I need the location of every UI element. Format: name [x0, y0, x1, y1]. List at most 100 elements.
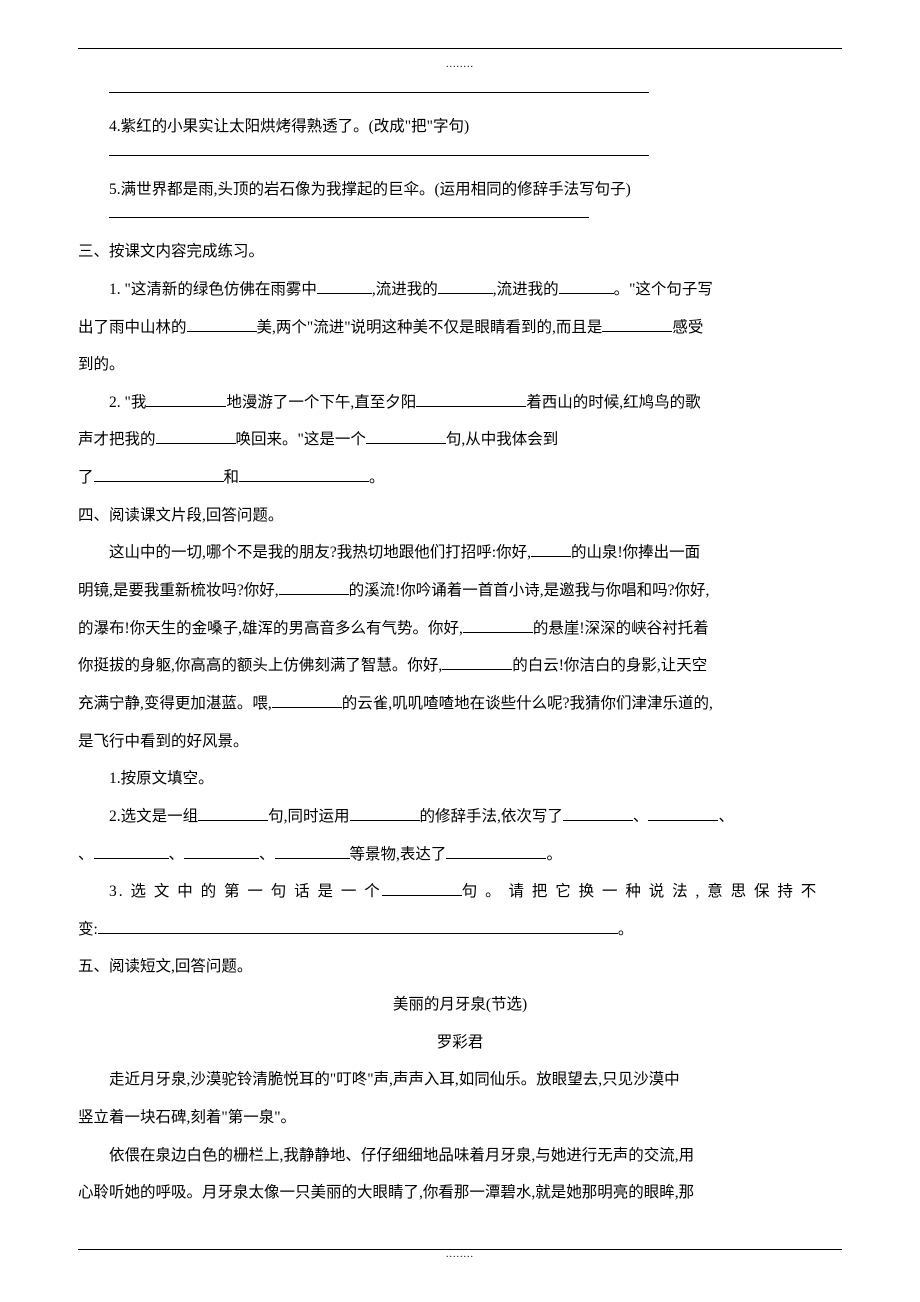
blank: [272, 691, 342, 708]
text: 和: [224, 469, 240, 486]
text: 你挺拔的身躯,你高高的额头上仿佛刻满了智慧。你好,: [78, 657, 442, 674]
section-3-heading: 三、按课文内容完成练习。: [78, 234, 842, 270]
text: 了: [78, 469, 94, 486]
blank: [279, 578, 349, 595]
blank: [648, 804, 718, 821]
question-5: 5.满世界都是雨,头顶的岩石像为我撑起的巨伞。(运用相同的修辞手法写句子): [78, 172, 842, 208]
text: 等景物,表达了: [350, 846, 447, 863]
text: 感受: [672, 319, 703, 336]
blank: [184, 841, 259, 858]
s5-p2: 依偎在泉边白色的栅栏上,我静静地、仔仔细细地品味着月牙泉,与她进行无声的交流,用: [78, 1138, 842, 1174]
text: 这山中的一切,哪个不是我的朋友?我热切地跟他们打招呼:你好,: [109, 544, 531, 561]
answer-line: [109, 217, 589, 218]
blank: [239, 465, 369, 482]
text: 的修辞手法,依次写了: [420, 808, 563, 825]
s4-p6: 是飞行中看到的好风景。: [78, 724, 842, 760]
text: 。"这个句子写: [614, 281, 713, 298]
s3-line3: 到的。: [78, 347, 842, 383]
s3-2-line3: 了 和 。: [78, 460, 842, 496]
text: 美,两个"流进"说明这种美不仅是眼睛看到的,而且是: [257, 319, 603, 336]
text: 的山泉!你捧出一面: [571, 544, 700, 561]
text: 的白云!你洁白的身影,让天空: [512, 657, 707, 674]
text: 的云雀,叽叽喳喳地在谈些什么呢?我猜你们津津乐道的,: [342, 695, 713, 712]
text: 2.选文是一组: [109, 808, 198, 825]
blank: [98, 917, 618, 934]
text: 地漫游了一个下午,直至夕阳: [226, 394, 416, 411]
text: ,流进我的: [372, 281, 438, 298]
answer-line: [109, 155, 649, 156]
blank: [198, 804, 268, 821]
section-4-heading: 四、阅读课文片段,回答问题。: [78, 498, 842, 534]
text: 、: [633, 808, 649, 825]
s5-p2b: 心聆听她的呼吸。月牙泉太像一只美丽的大眼睛了,你看那一潭碧水,就是她那明亮的眼眸…: [78, 1175, 842, 1211]
s4-p3: 的瀑布!你天生的金嗓子,雄浑的男高音多么有气势。你好, 的悬崖!深深的峡谷衬托着: [78, 611, 842, 647]
blank: [94, 465, 224, 482]
text: 出了雨中山林的: [78, 319, 187, 336]
blank: [350, 804, 420, 821]
text: 、: [169, 846, 185, 863]
blank: [446, 841, 546, 858]
answer-line: [109, 92, 649, 93]
text: 句,从中我体会到: [446, 431, 558, 448]
top-rule: [78, 48, 842, 49]
s4-p1: 这山中的一切,哪个不是我的朋友?我热切地跟他们打招呼:你好, 的山泉!你捧出一面: [78, 535, 842, 571]
question-4: 4.紫红的小果实让太阳烘烤得熟透了。(改成"把"字句): [78, 109, 842, 145]
s4-q3-line1: 3. 选 文 中 的 第 一 句 话 是 一 个 句 。 请 把 它 换 一 种 …: [78, 874, 842, 910]
blank: [563, 804, 633, 821]
s5-p1b: 竖立着一块石碑,刻着"第一泉"。: [78, 1100, 842, 1136]
text: 、: [259, 846, 275, 863]
text: ,流进我的: [493, 281, 559, 298]
blank: [438, 277, 493, 294]
s4-q3-line2: 变: 。: [78, 912, 842, 948]
blank: [156, 427, 236, 444]
text: 3. 选 文 中 的 第 一 句 话 是 一 个: [109, 883, 382, 900]
s4-q1: 1.按原文填空。: [78, 761, 842, 797]
s4-q2-line1: 2.选文是一组 句,同时运用 的修辞手法,依次写了 、 、: [78, 799, 842, 835]
text: 声才把我的: [78, 431, 156, 448]
blank: [559, 277, 614, 294]
blank: [531, 540, 571, 557]
article-author: 罗彩君: [78, 1025, 842, 1061]
text: 句 。 请 把 它 换 一 种 说 法 , 意 思 保 持 不: [462, 883, 819, 900]
text: 。: [369, 469, 385, 486]
text: 、: [718, 808, 734, 825]
text: 变:: [78, 921, 98, 938]
text: 的瀑布!你天生的金嗓子,雄浑的男高音多么有气势。你好,: [78, 620, 463, 637]
text: 充满宁静,变得更加湛蓝。喂,: [78, 695, 272, 712]
s4-p4: 你挺拔的身躯,你高高的额头上仿佛刻满了智慧。你好, 的白云!你洁白的身影,让天空: [78, 648, 842, 684]
text: 。: [546, 846, 562, 863]
s3-line1: 1. "这清新的绿色仿佛在雨雾中 ,流进我的 ,流进我的 。"这个句子写: [78, 272, 842, 308]
text: 。: [618, 921, 634, 938]
text: 句,同时运用: [268, 808, 349, 825]
blank: [317, 277, 372, 294]
s5-p1: 走近月牙泉,沙漠驼铃清脆悦耳的"叮咚"声,声声入耳,如同仙乐。放眼望去,只见沙漠…: [78, 1062, 842, 1098]
blank: [382, 879, 462, 896]
bottom-dots: ........: [0, 1243, 920, 1266]
s3-2-line1: 2. "我 地漫游了一个下午,直至夕阳 着西山的时候,红鸠鸟的歌: [78, 385, 842, 421]
s3-2-line2: 声才把我的唤回来。"这是一个句,从中我体会到: [78, 422, 842, 458]
blank: [187, 315, 257, 332]
s4-q2-line2: 、 、 、 等景物,表达了 。: [78, 837, 842, 873]
blank: [602, 315, 672, 332]
blank: [416, 390, 526, 407]
text: 的悬崖!深深的峡谷衬托着: [533, 620, 709, 637]
text: 2. "我: [109, 394, 146, 411]
blank: [94, 841, 169, 858]
section-5-heading: 五、阅读短文,回答问题。: [78, 949, 842, 985]
blank: [366, 427, 446, 444]
text: 1. "这清新的绿色仿佛在雨雾中: [109, 281, 317, 298]
s4-p2: 明镜,是要我重新梳妆吗?你好, 的溪流!你吟诵着一首首小诗,是邀我与你唱和吗?你好…: [78, 573, 842, 609]
top-dots: ........: [78, 53, 842, 76]
text: 、: [78, 846, 94, 863]
text: 明镜,是要我重新梳妆吗?你好,: [78, 582, 279, 599]
blank: [275, 841, 350, 858]
document-body: 4.紫红的小果实让太阳烘烤得熟透了。(改成"把"字句) 5.满世界都是雨,头顶的…: [78, 92, 842, 1211]
text: 着西山的时候,红鸠鸟的歌: [526, 394, 700, 411]
blank: [463, 616, 533, 633]
text: 的溪流!你吟诵着一首首小诗,是邀我与你唱和吗?你好,: [349, 582, 710, 599]
s3-line2: 出了雨中山林的 美,两个"流进"说明这种美不仅是眼睛看到的,而且是 感受: [78, 310, 842, 346]
s4-p5: 充满宁静,变得更加湛蓝。喂, 的云雀,叽叽喳喳地在谈些什么呢?我猜你们津津乐道的,: [78, 686, 842, 722]
blank: [442, 653, 512, 670]
blank: [146, 390, 226, 407]
article-title: 美丽的月牙泉(节选): [78, 987, 842, 1023]
